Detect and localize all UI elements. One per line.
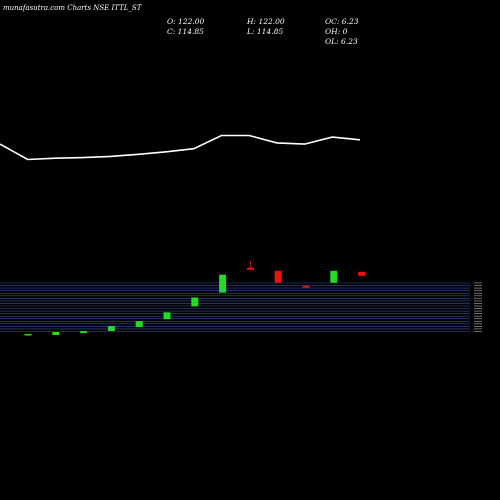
candlestick-series: [24, 260, 366, 336]
candle-body: [330, 270, 338, 283]
volume-band-grid: [0, 282, 470, 332]
chart-title: munafasutra.com Charts NSE ITTL_ST: [3, 4, 142, 12]
low-value: L: 114.85: [247, 27, 284, 36]
candle-body: [246, 267, 254, 270]
candle-body: [191, 297, 199, 307]
candle-body: [219, 274, 227, 293]
candle-body: [107, 326, 115, 331]
volume-band-ticks: [474, 282, 482, 332]
candle-body: [302, 285, 310, 288]
open-low-diff: OL: 6.23: [325, 37, 358, 46]
open-value: O: 122.00: [167, 17, 205, 26]
open-high-diff: OH: 0: [325, 27, 348, 36]
candle-body: [52, 332, 60, 335]
open-close-diff: OC: 6.23: [325, 17, 359, 26]
candle-body: [135, 321, 143, 328]
high-value: H: 122.00: [247, 17, 285, 26]
candle-body: [358, 271, 366, 276]
candle-body: [24, 334, 32, 336]
price-line: [0, 134, 361, 161]
close-value: C: 114.85: [167, 27, 204, 36]
candle-body: [80, 331, 88, 334]
candle-body: [274, 270, 282, 283]
candle-body: [163, 312, 171, 320]
